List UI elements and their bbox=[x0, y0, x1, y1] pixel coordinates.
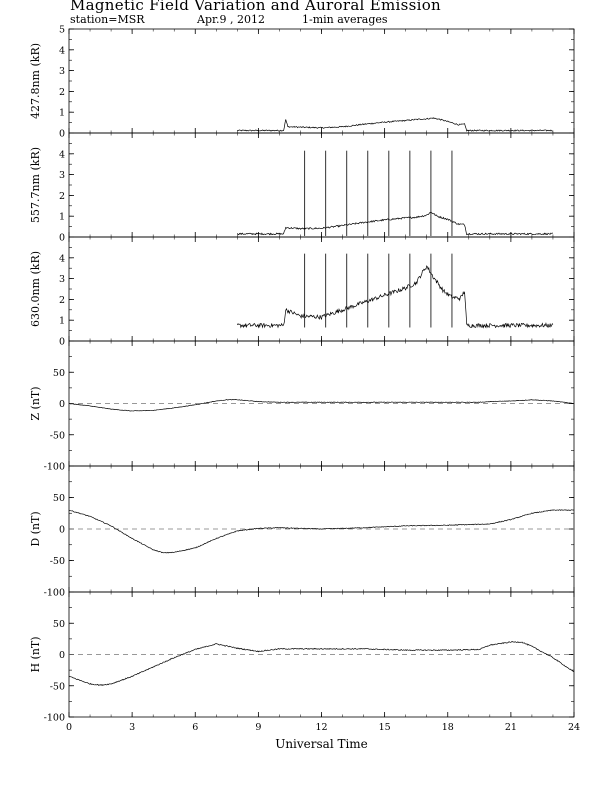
y-tick-label: 0 bbox=[59, 129, 65, 140]
y-tick-label: 1 bbox=[59, 316, 65, 327]
y-tick-label: 2 bbox=[59, 295, 65, 306]
y-tick-label: 4 bbox=[59, 253, 65, 264]
x-tick-label: 9 bbox=[255, 722, 261, 733]
y-tick-label: -50 bbox=[50, 556, 65, 567]
x-tick-label: 18 bbox=[442, 722, 454, 733]
x-tick-label: 0 bbox=[66, 722, 72, 733]
series-line bbox=[237, 211, 553, 236]
station-label: station=MSR bbox=[70, 13, 145, 26]
y-tick-label: 50 bbox=[53, 368, 65, 379]
y-axis-label: 557.7nm (kR) bbox=[29, 147, 42, 223]
panel-frame bbox=[68, 132, 575, 238]
y-tick-label: 2 bbox=[59, 191, 65, 202]
y-tick-label: 4 bbox=[59, 45, 65, 56]
series-line bbox=[237, 265, 554, 329]
chart-title: Magnetic Field Variation and Auroral Emi… bbox=[70, 0, 441, 14]
y-tick-label: -50 bbox=[50, 681, 65, 692]
panel-frame bbox=[68, 28, 575, 134]
y-axis-label: D (nT) bbox=[29, 511, 42, 546]
y-tick-label: 3 bbox=[59, 66, 65, 77]
panel-frame bbox=[68, 236, 575, 342]
series-line bbox=[68, 399, 575, 412]
series-line bbox=[68, 509, 575, 554]
date-label: Apr.9 , 2012 bbox=[197, 13, 266, 26]
y-tick-label: 50 bbox=[53, 493, 65, 504]
y-tick-label: 0 bbox=[59, 525, 65, 536]
averaging-label: 1-min averages bbox=[302, 13, 388, 26]
y-tick-label: 3 bbox=[59, 170, 65, 181]
y-tick-label: 2 bbox=[59, 87, 65, 98]
x-tick-label: 3 bbox=[129, 722, 135, 733]
y-tick-label: -50 bbox=[50, 430, 65, 441]
y-axis-label: H (nT) bbox=[29, 636, 42, 672]
y-tick-label: 0 bbox=[59, 337, 65, 348]
x-tick-label: 6 bbox=[192, 722, 198, 733]
y-tick-label: -100 bbox=[44, 588, 65, 599]
y-tick-label: -100 bbox=[44, 462, 65, 473]
series-line bbox=[237, 117, 554, 132]
series-line bbox=[68, 641, 575, 686]
x-tick-label: 12 bbox=[315, 722, 327, 733]
y-tick-label: 1 bbox=[59, 212, 65, 223]
y-tick-label: 0 bbox=[59, 650, 65, 661]
x-axis-label: Universal Time bbox=[275, 737, 368, 751]
x-tick-label: 21 bbox=[505, 722, 517, 733]
y-axis-label: 427.8nm (kR) bbox=[29, 43, 42, 119]
y-tick-label: 0 bbox=[59, 399, 65, 410]
y-tick-label: 4 bbox=[59, 149, 65, 160]
y-tick-label: 3 bbox=[59, 274, 65, 285]
y-axis-label: 630.0nm (kR) bbox=[29, 251, 42, 327]
y-tick-label: 5 bbox=[59, 25, 65, 36]
y-tick-label: 1 bbox=[59, 108, 65, 119]
x-tick-label: 24 bbox=[568, 722, 580, 733]
y-tick-label: 0 bbox=[59, 233, 65, 244]
y-tick-label: 50 bbox=[53, 619, 65, 630]
y-axis-label: Z (nT) bbox=[29, 386, 42, 420]
y-tick-label: -100 bbox=[44, 713, 65, 724]
x-tick-label: 15 bbox=[379, 722, 391, 733]
